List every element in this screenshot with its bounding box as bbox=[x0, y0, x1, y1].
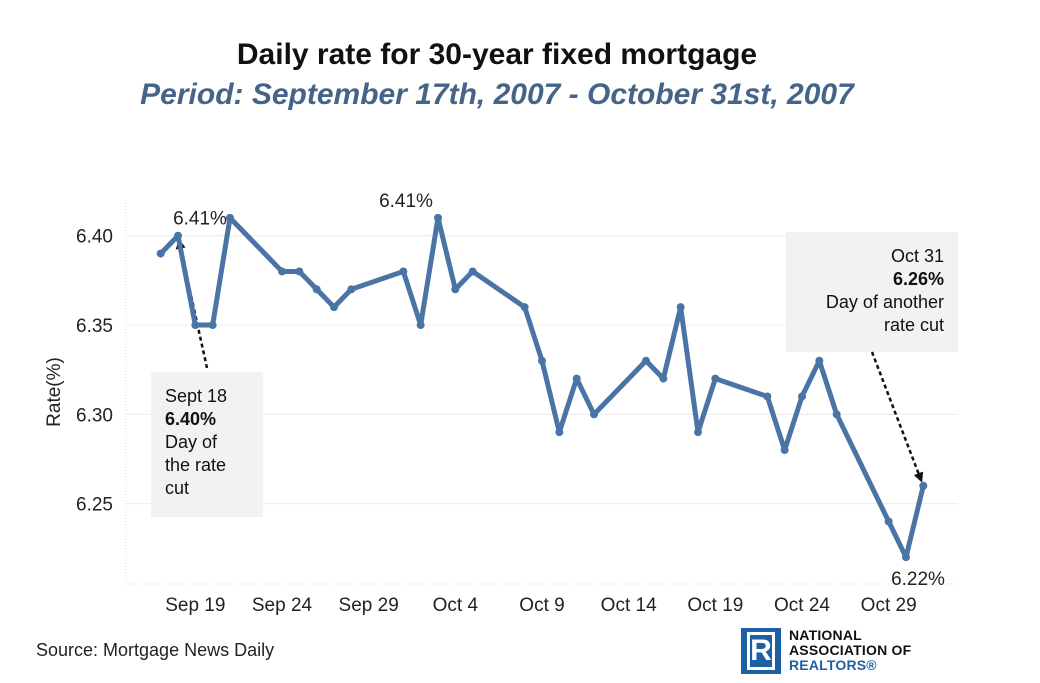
data-point bbox=[815, 356, 824, 365]
nar-logo: R NATIONAL ASSOCIATION OF REALTORS® bbox=[741, 628, 941, 676]
data-point bbox=[798, 392, 806, 401]
data-point bbox=[278, 267, 286, 276]
x-tick-label: Oct 29 bbox=[861, 595, 917, 616]
data-point bbox=[902, 553, 910, 562]
data-point bbox=[919, 481, 928, 490]
data-point bbox=[572, 374, 581, 383]
logo-line-2: ASSOCIATION OF bbox=[789, 642, 912, 658]
chart-title: Daily rate for 30-year fixed mortgage bbox=[236, 38, 758, 71]
data-point bbox=[347, 285, 356, 294]
data-point bbox=[642, 356, 650, 365]
data-point bbox=[156, 249, 165, 258]
x-tick-label: Sep 19 bbox=[165, 595, 225, 616]
data-point bbox=[468, 267, 477, 276]
realtor-r-logo-icon: R bbox=[741, 628, 781, 674]
data-point bbox=[191, 321, 200, 330]
data-point bbox=[208, 321, 217, 330]
data-point bbox=[295, 267, 304, 276]
annotation-box bbox=[151, 372, 263, 517]
data-point bbox=[711, 374, 720, 383]
data-label: 6.41% bbox=[173, 209, 227, 230]
data-point bbox=[174, 231, 182, 240]
data-point bbox=[763, 392, 772, 401]
y-tick-label: 6.30 bbox=[76, 405, 113, 426]
annotation-arrow bbox=[870, 351, 924, 483]
data-point bbox=[694, 428, 702, 437]
y-tick-label: 6.25 bbox=[76, 495, 113, 516]
data-point bbox=[226, 213, 234, 222]
data-point bbox=[451, 285, 460, 294]
data-label: 6.41% bbox=[379, 191, 433, 212]
annotation-text: Sept 18 bbox=[165, 386, 227, 406]
x-tick-label: Oct 14 bbox=[601, 595, 657, 616]
data-point bbox=[538, 356, 546, 365]
logo-line-1: NATIONAL bbox=[789, 627, 862, 643]
annotation-box bbox=[786, 232, 958, 352]
annotation-text: rate cut bbox=[884, 315, 944, 335]
x-tick-label: Oct 4 bbox=[433, 595, 479, 616]
source-note: Source: Mortgage News Daily bbox=[36, 640, 275, 660]
annotation-text: Day of another bbox=[826, 292, 944, 312]
annotation-text: Oct 31 bbox=[891, 246, 944, 266]
data-point bbox=[659, 374, 668, 383]
annotation-text: cut bbox=[165, 478, 189, 498]
annotation-text: 6.40% bbox=[165, 409, 216, 429]
data-point bbox=[590, 410, 598, 419]
data-label: 6.22% bbox=[891, 569, 945, 590]
data-point bbox=[780, 446, 789, 455]
data-point bbox=[520, 303, 529, 312]
annotation-text: Day of bbox=[165, 432, 218, 452]
x-tick-label: Sep 29 bbox=[339, 595, 399, 616]
data-point bbox=[434, 213, 442, 222]
x-tick-label: Sep 24 bbox=[252, 595, 313, 616]
data-point bbox=[884, 517, 893, 526]
x-tick-label: Oct 24 bbox=[774, 595, 830, 616]
y-tick-label: 6.35 bbox=[76, 316, 113, 337]
y-tick-label: 6.40 bbox=[76, 227, 113, 248]
x-tick-label: Oct 9 bbox=[519, 595, 564, 616]
annotation-text: 6.26% bbox=[893, 269, 944, 289]
y-axis-label: Rate(%) bbox=[44, 357, 65, 427]
data-point bbox=[832, 410, 841, 419]
data-point bbox=[330, 303, 338, 312]
annotation-text: the rate bbox=[165, 455, 226, 475]
data-point bbox=[416, 321, 425, 330]
logo-line-3: REALTORS® bbox=[789, 657, 877, 673]
data-point bbox=[676, 303, 685, 312]
x-tick-label: Oct 19 bbox=[687, 595, 743, 616]
data-point bbox=[399, 267, 408, 276]
logo-text: NATIONAL ASSOCIATION OF REALTORS® bbox=[789, 628, 911, 673]
data-point bbox=[312, 285, 321, 294]
data-point bbox=[555, 428, 564, 437]
chart-subtitle: Period: September 17th, 2007 - October 3… bbox=[140, 78, 854, 111]
